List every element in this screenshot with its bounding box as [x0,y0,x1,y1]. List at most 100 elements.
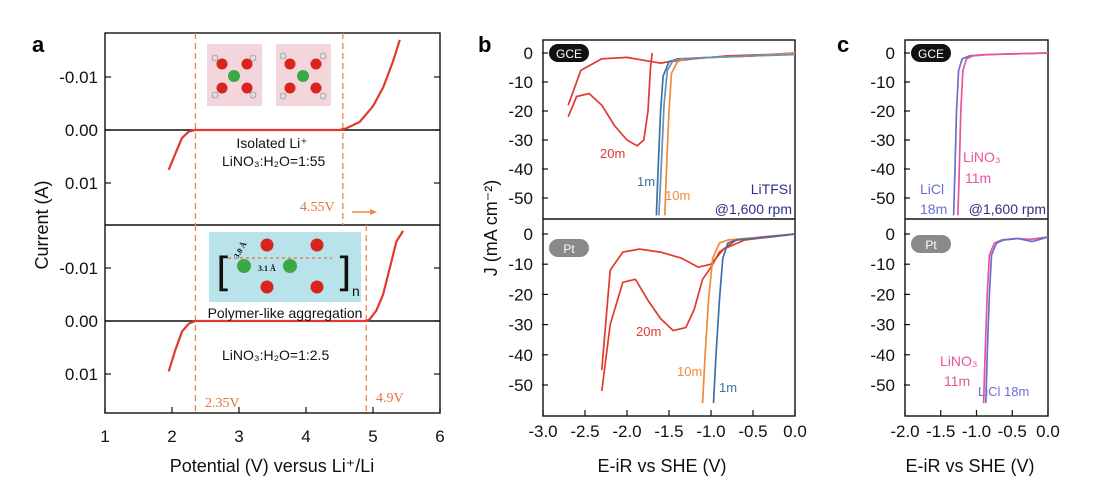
badge-pt-b [549,239,589,257]
y-tick-label: -20 [508,102,533,121]
x-tick-label: 5 [368,427,377,446]
y-tick-label: 0.00 [65,121,98,140]
x-tick-label: -0.5 [998,422,1027,441]
molecule-cluster-1 [211,54,257,99]
x-tick-label: 4 [301,427,310,446]
x-tick-label: -1.5 [926,422,955,441]
label-litfsi: LiTFSI [751,181,792,197]
y-tick-label: -50 [508,376,533,395]
panel-c-bottom-plot: 0 -10 -20 -30 -40 -50 [870,225,1049,404]
x-tick-label: 6 [435,427,444,446]
y-tick-label: -10 [508,73,533,92]
inset-caption-polymer: Polymer-like aggregation [208,305,363,321]
label-lino3-m-c-top: 11m [965,170,991,186]
series-line-lino3-11m [982,236,1049,404]
x-tick-label: -2.5 [570,422,599,441]
series-line-licl-18m [984,236,1049,404]
series-line-1-55 [167,39,401,171]
series-line-lino3-11m [957,52,1049,216]
y-tick-label: -40 [508,160,533,179]
edge-label-4-55v: 4.55V [300,200,335,215]
badge-gce-c-text: GCE [918,47,944,61]
badge-gce-b [549,44,589,62]
label-10m-b-top: 10m [665,188,690,203]
label-20m-b-top: 20m [600,146,625,161]
bond-label-3-1: 3.1 Å [258,264,276,273]
badge-gce-b-text: GCE [556,47,582,61]
y-tick-label: -50 [508,189,533,208]
x-tick-label: 1 [100,427,109,446]
ratio-text-top: LiNO₃:H₂O=1:55 [222,153,326,169]
x-tick-label: -1.0 [962,422,991,441]
panel-b-y-axis-label: J (mA cm⁻²) [481,180,501,277]
y-tick-label: -10 [870,73,895,92]
x-tick-label: -3.0 [528,422,557,441]
panel-a-x-axis-label: Potential (V) versus Li⁺/Li [170,456,375,476]
series-line-20m-return [600,233,796,370]
series-line-10m [701,233,796,404]
x-tick-label: 3 [234,427,243,446]
arrow-right-icon [352,209,377,215]
y-tick-label: -20 [870,102,895,121]
label-rpm-b: @1,600 rpm [715,201,792,217]
panel-a-y-axis-label: Current (A) [32,180,52,269]
y-tick-label: 0 [886,44,895,63]
label-10m-b-bottom: 10m [677,364,702,379]
panel-b-bottom-plot: 0 -10 -20 -30 -40 -50 [508,225,796,404]
y-tick-label: 0.01 [65,365,98,384]
label-licl-m-c-top: 18m [920,201,947,217]
badge-pt-c [911,235,951,253]
x-tick-label: -2.0 [890,422,919,441]
x-tick-label: -1.0 [696,422,725,441]
label-1m-b-bottom: 1m [719,380,737,395]
y-tick-label: -30 [508,316,533,335]
x-tick-label: 0.0 [783,422,807,441]
label-rpm-c: @1,600 rpm [969,201,1046,217]
label-licl-c-top: LiCl [920,181,944,197]
panel-c-x-axis: -2.0 -1.5 -1.0 -0.5 0.0 [890,410,1060,441]
y-tick-label: -30 [870,316,895,335]
panel-c-x-axis-label: E-iR vs SHE (V) [905,456,1034,476]
panel-a-top-plot: -0.01 0.00 0.01 [59,33,440,225]
right-bracket: ] [336,250,352,296]
series-line-1m [712,233,796,404]
y-tick-label: -10 [870,255,895,274]
x-tick-label: -2.0 [612,422,641,441]
y-tick-label: 0 [524,225,533,244]
x-tick-label: 0.0 [1036,422,1060,441]
x-tick-label: 2 [167,427,176,446]
panel-a-bottom-plot: -0.01 0.00 0.01 [59,225,440,413]
ratio-text-bottom: LiNO₃:H₂O=1:2.5 [222,347,329,363]
series-line-litfsi [658,53,796,216]
x-tick-label: -1.5 [654,422,683,441]
y-tick-label: 0 [524,44,533,63]
badge-gce-c [911,44,951,62]
panel-c-top-plot: 0 -10 -20 -30 -40 -50 [870,44,1049,216]
y-tick-label: -0.01 [59,68,98,87]
y-tick-label: -40 [870,346,895,365]
series-line-licl-18m [952,52,1049,216]
y-tick-label: -10 [508,255,533,274]
molecule-cluster-2 [279,52,327,100]
inset-caption-isolated: Isolated Li⁺ [236,135,307,151]
panel-a-inset-isolated: Isolated Li⁺ [207,44,331,151]
y-tick-label: -30 [508,131,533,150]
panel-a-label: a [32,32,45,57]
label-licl-c-bottom: LiCl 18m [978,384,1029,399]
edge-label-2-35v: 2.35V [205,396,240,411]
y-tick-label: -20 [508,285,533,304]
label-lino3-c-bottom: LiNO₃ [940,353,978,369]
y-tick-label: 0.00 [65,312,98,331]
y-tick-label: 0 [886,225,895,244]
series-line-1-2-5 [167,230,405,372]
edge-label-4-9v: 4.9V [376,391,404,406]
panel-a-x-axis: 1 2 3 4 5 6 [100,407,445,446]
panel-a-inset-polymer: [ ] n 3.0 Å 3.1 Å Polymer-like aggregati… [208,232,363,321]
label-20m-b-bottom: 20m [636,324,661,339]
y-tick-label: -0.01 [59,259,98,278]
panel-b-x-axis: -3.0 -2.5 -2.0 -1.5 -1.0 -0.5 0.0 [528,410,807,441]
y-tick-label: -40 [870,160,895,179]
series-line-20m-return [567,52,796,106]
label-lino3-m-c-bottom: 11m [944,373,970,389]
